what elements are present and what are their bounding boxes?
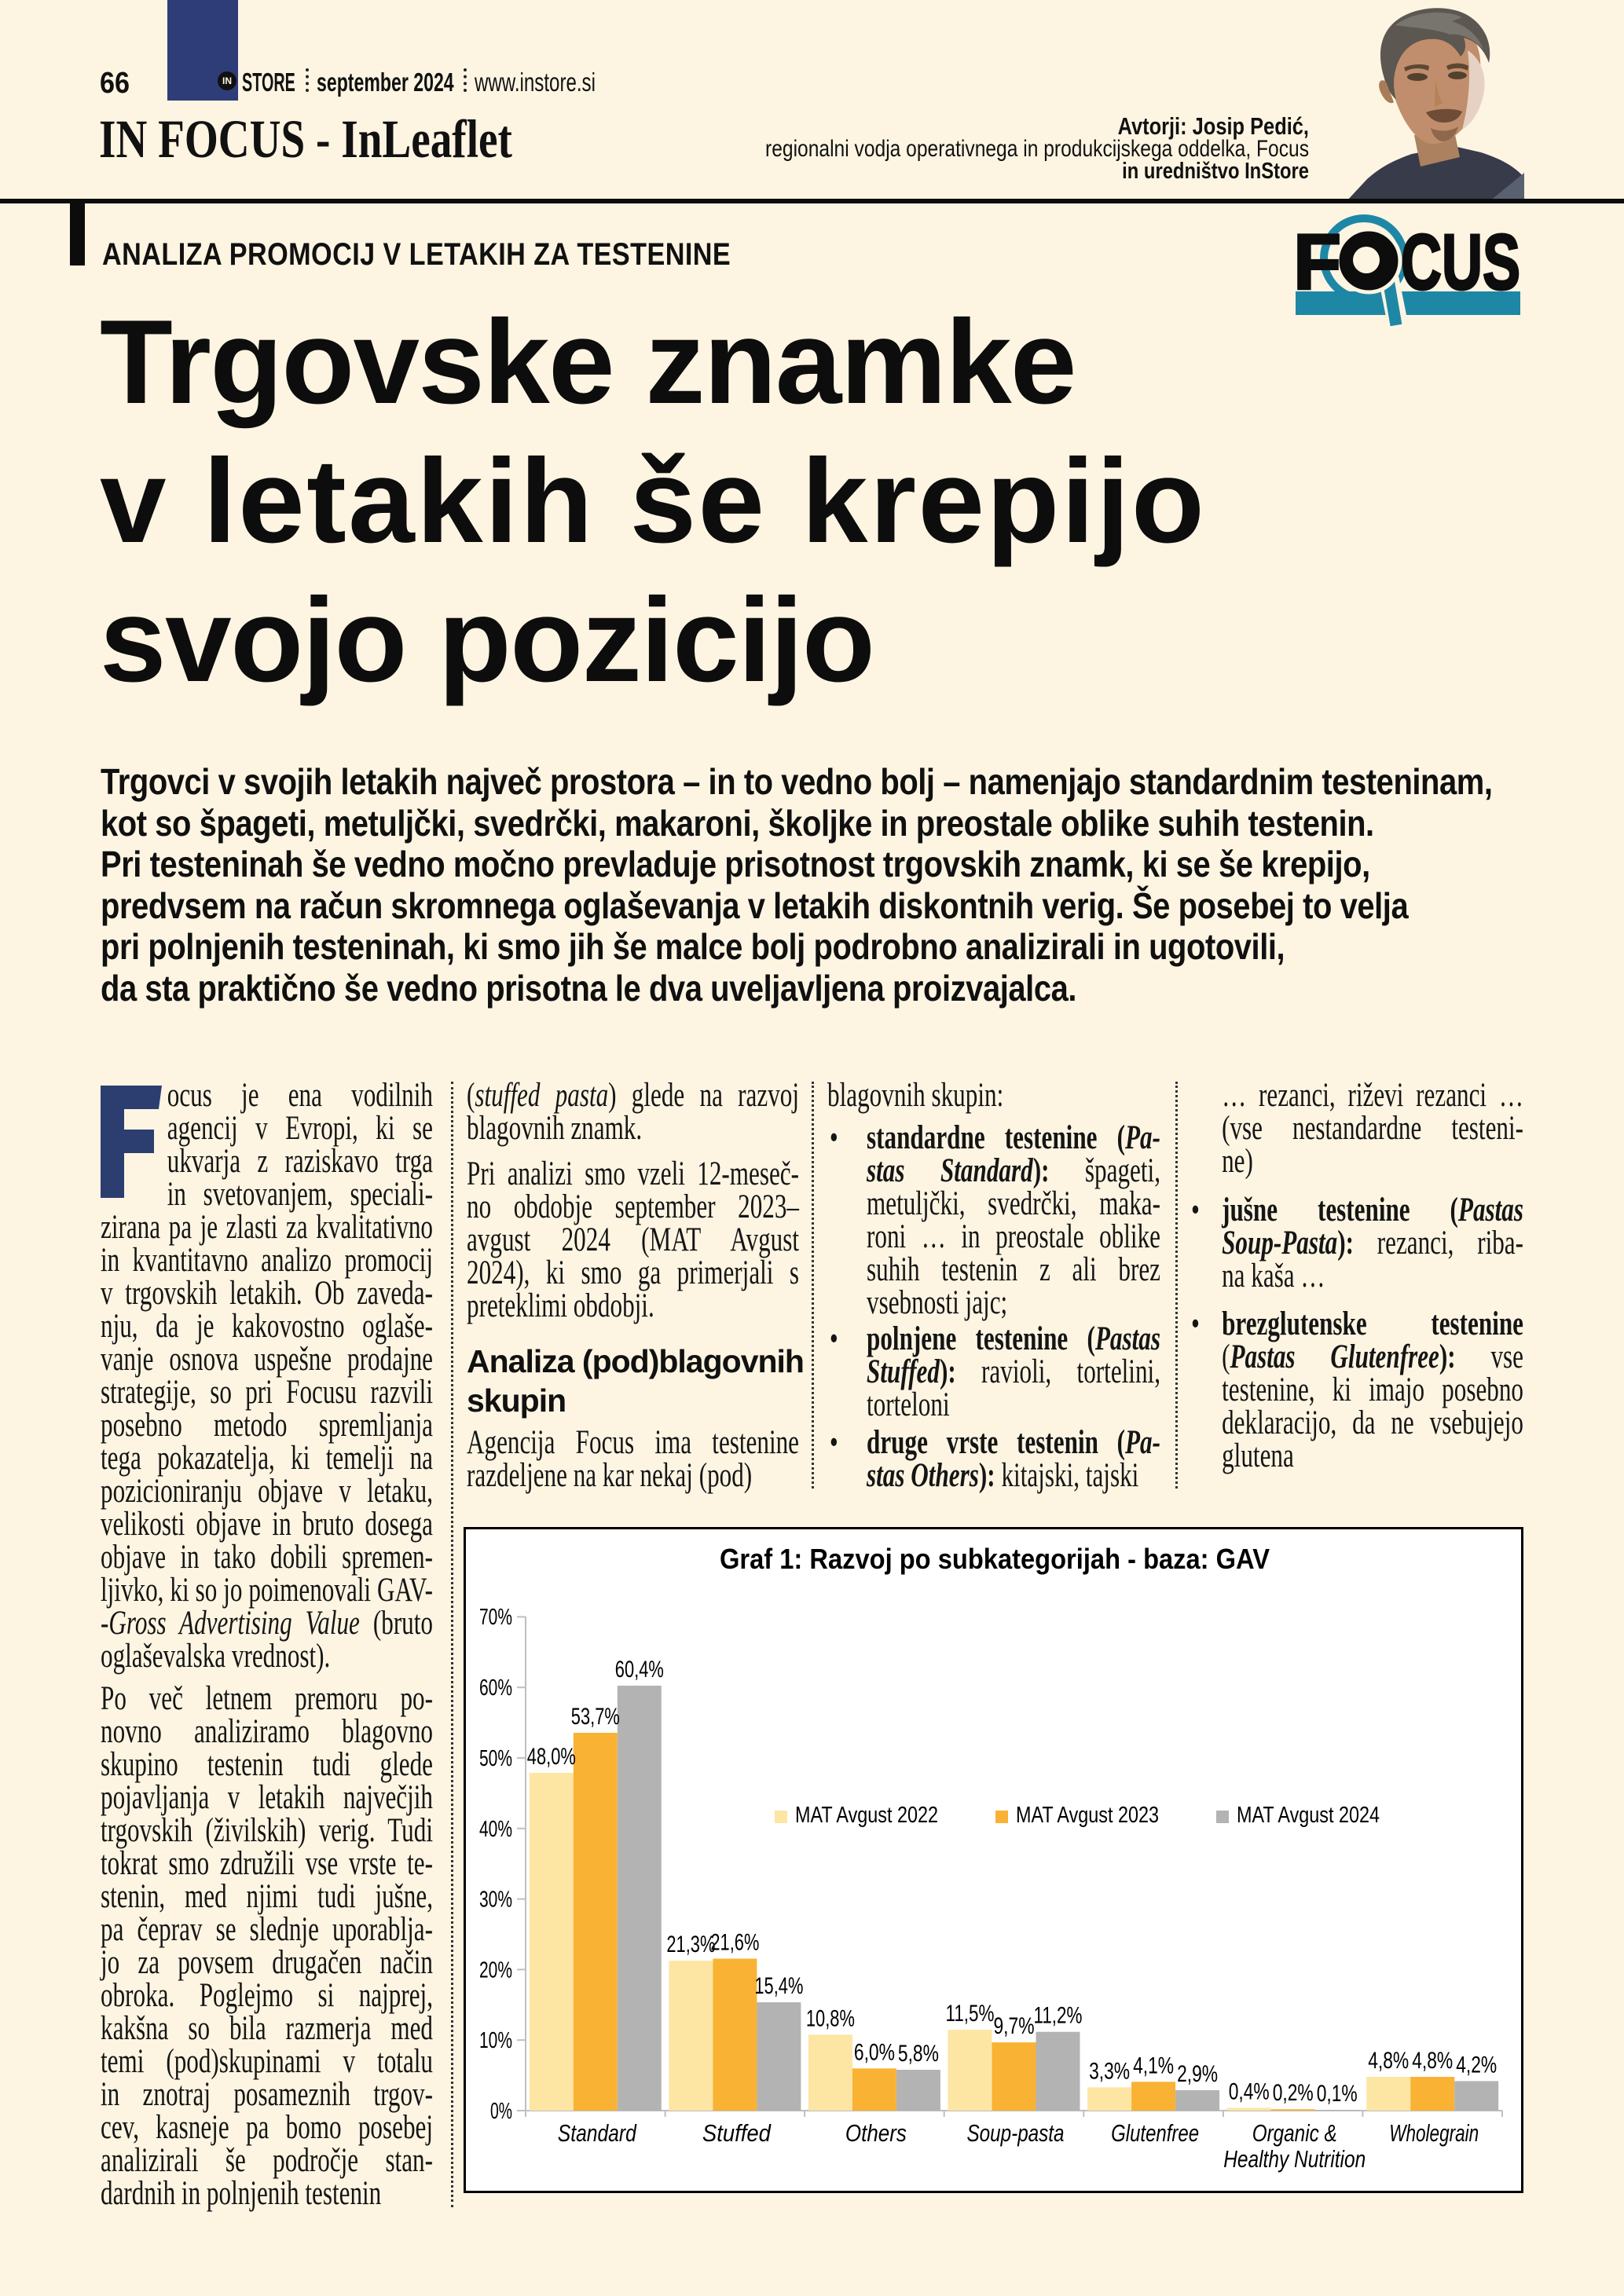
svg-text:11,5%: 11,5%	[946, 2001, 995, 2027]
svg-text:Organic &: Organic &	[1252, 2119, 1337, 2147]
svg-text:MAT Avgust 2024: MAT Avgust 2024	[1237, 1803, 1380, 1828]
svg-text:2,9%: 2,9%	[1177, 2061, 1218, 2087]
svg-text:21,3%: 21,3%	[666, 1932, 715, 1957]
svg-text:30%: 30%	[479, 1888, 512, 1913]
svg-text:6,0%: 6,0%	[854, 2039, 895, 2065]
svg-text:CUS: CUS	[1401, 218, 1520, 306]
svg-text:Others: Others	[845, 2119, 907, 2147]
svg-text:Wholegrain: Wholegrain	[1389, 2119, 1479, 2147]
svg-text:10%: 10%	[479, 2028, 512, 2053]
svg-text:40%: 40%	[479, 1817, 512, 1842]
svg-text:11,2%: 11,2%	[1034, 2003, 1083, 2029]
svg-text:70%: 70%	[479, 1605, 512, 1630]
svg-text:0,1%: 0,1%	[1317, 2081, 1358, 2107]
svg-text:0,2%: 0,2%	[1273, 2080, 1314, 2106]
svg-text:20%: 20%	[479, 1957, 512, 1983]
svg-text:5,8%: 5,8%	[898, 2041, 939, 2067]
svg-text:Soup-pasta: Soup-pasta	[967, 2119, 1065, 2147]
svg-text:Graf 1: Razvoj po subkategorij: Graf 1: Razvoj po subkategorijah - baza:…	[720, 1543, 1270, 1575]
svg-text:4,2%: 4,2%	[1456, 2052, 1497, 2078]
svg-text:4,8%: 4,8%	[1368, 2048, 1409, 2074]
svg-text:F: F	[1293, 218, 1341, 306]
svg-text:50%: 50%	[479, 1746, 512, 1771]
svg-text:48,0%: 48,0%	[527, 1744, 576, 1770]
svg-text:15,4%: 15,4%	[754, 1973, 803, 1999]
svg-text:0%: 0%	[490, 2099, 512, 2124]
svg-text:3,3%: 3,3%	[1089, 2058, 1130, 2084]
svg-text:Standard: Standard	[558, 2119, 637, 2147]
svg-text:4,1%: 4,1%	[1133, 2052, 1174, 2078]
svg-text:9,7%: 9,7%	[994, 2013, 1035, 2039]
svg-text:Stuffed: Stuffed	[702, 2119, 772, 2147]
svg-text:53,7%: 53,7%	[571, 1704, 620, 1730]
svg-text:MAT Avgust 2022: MAT Avgust 2022	[795, 1803, 938, 1828]
svg-text:21,6%: 21,6%	[710, 1930, 759, 1956]
svg-text:10,8%: 10,8%	[806, 2005, 855, 2031]
svg-text:0,4%: 0,4%	[1229, 2078, 1270, 2104]
svg-text:60%: 60%	[479, 1675, 512, 1701]
svg-text:4,8%: 4,8%	[1412, 2048, 1453, 2074]
svg-text:60,4%: 60,4%	[615, 1657, 664, 1683]
svg-text:Healthy Nutrition: Healthy Nutrition	[1223, 2145, 1366, 2173]
svg-text:MAT Avgust 2023: MAT Avgust 2023	[1016, 1803, 1159, 1828]
svg-text:Glutenfree: Glutenfree	[1111, 2119, 1199, 2147]
